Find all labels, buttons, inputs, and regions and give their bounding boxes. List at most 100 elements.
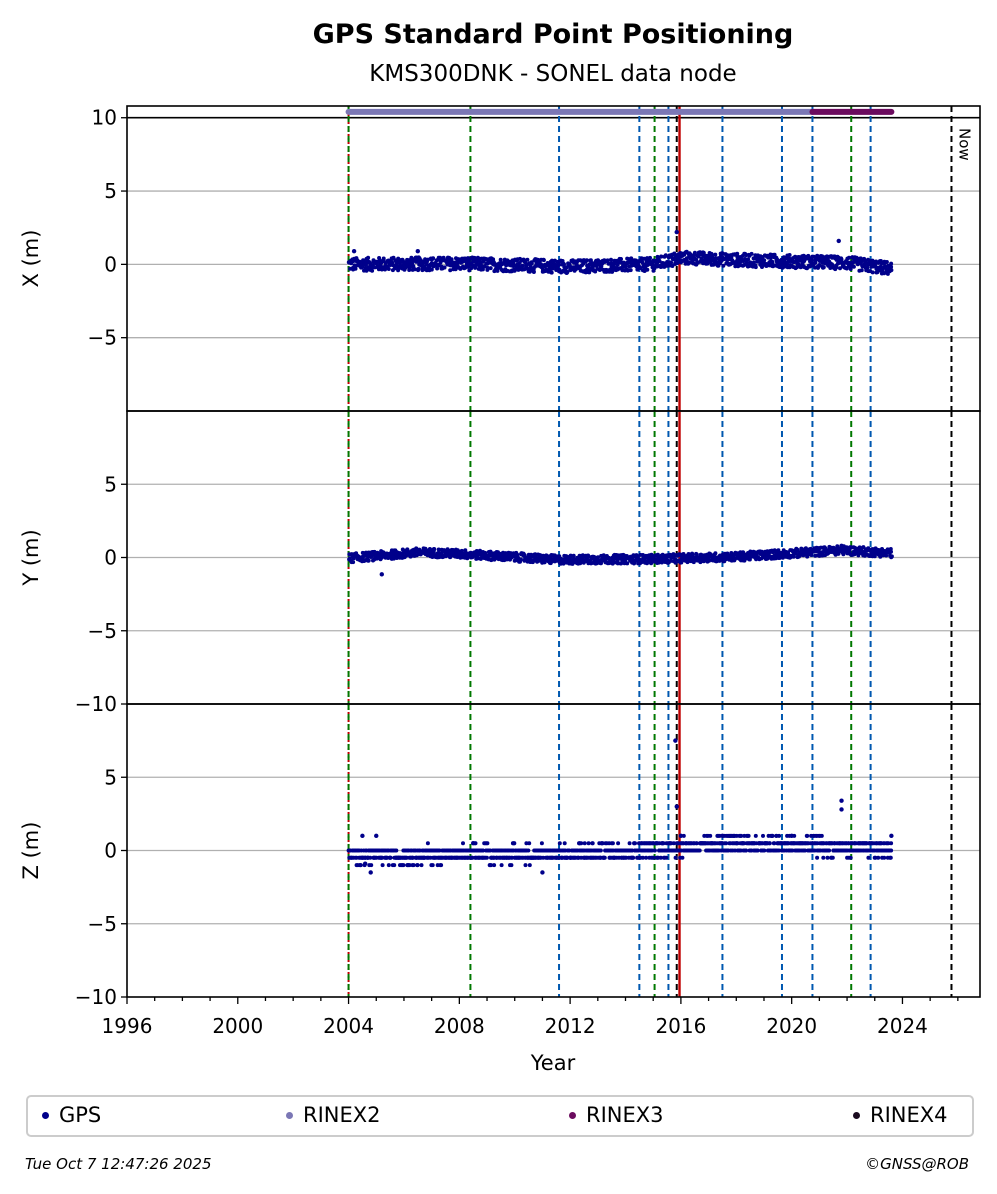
data-point: [706, 557, 711, 562]
data-point: [485, 841, 490, 846]
data-point: [364, 268, 369, 273]
data-point: [527, 863, 532, 868]
legend-item-rinex4: RINEX4: [853, 1103, 948, 1127]
data-point: [889, 264, 894, 269]
rinex2-marker-icon: [286, 1111, 293, 1119]
x-tick-label: 1996: [102, 1014, 153, 1038]
data-point: [888, 855, 893, 860]
data-point: [529, 261, 534, 266]
data-point: [562, 841, 567, 846]
data-point: [369, 863, 374, 868]
data-point: [478, 548, 482, 553]
data-point-outlier: [415, 248, 420, 254]
data-point-outlier: [379, 572, 384, 577]
data-point: [848, 267, 853, 271]
data-point-outlier: [374, 833, 379, 839]
data-point: [705, 261, 710, 266]
data-point: [488, 266, 493, 271]
panel-2: −5 0 5 −10 Y (m): [19, 410, 981, 716]
data-point: [453, 267, 458, 272]
data-point: [694, 552, 699, 557]
data-point: [777, 833, 782, 838]
data-point: [615, 561, 620, 566]
data-point: [351, 560, 356, 565]
series-gps: [346, 738, 894, 875]
y-axis-label: Y (m): [19, 529, 43, 586]
data-point: [442, 265, 447, 270]
data-point: [821, 265, 825, 270]
data-point: [485, 267, 490, 272]
data-point: [381, 256, 386, 261]
data-point: [411, 863, 416, 868]
data-point-outlier: [673, 738, 678, 743]
x-tick-label: 2000: [212, 1014, 263, 1038]
data-point-outlier: [720, 833, 725, 839]
rinex3-marker-icon: [569, 1111, 576, 1119]
data-point: [405, 548, 410, 553]
series-gps: [346, 229, 894, 276]
data-point: [366, 255, 371, 260]
x-axis: 1996 2000 2004 2008 2012 2016 2020 2024 Year: [102, 997, 959, 1075]
data-point: [492, 863, 497, 868]
data-point: [810, 258, 815, 263]
data-point-outlier: [836, 238, 841, 244]
data-point: [767, 841, 772, 846]
data-point: [366, 558, 371, 563]
data-point: [498, 257, 503, 262]
data-point: [825, 855, 830, 860]
data-point: [692, 250, 697, 255]
x-tick-label: 2020: [766, 1014, 817, 1038]
data-point: [557, 841, 562, 846]
data-point: [541, 258, 546, 263]
data-point: [368, 855, 373, 860]
data-point: [616, 841, 621, 846]
data-point: [549, 270, 554, 275]
data-point: [847, 255, 851, 260]
timestamp: Tue Oct 7 12:47:26 2025: [25, 1155, 212, 1173]
legend-label-rinex2: RINEX2: [303, 1103, 381, 1127]
data-point: [628, 268, 633, 273]
data-point: [592, 555, 597, 559]
now-label: Now: [955, 128, 973, 161]
y-tick-label: 0: [104, 252, 117, 276]
legend-item-rinex3: RINEX3: [569, 1103, 664, 1127]
data-point: [401, 863, 406, 868]
y-tick-label: 5: [104, 179, 117, 203]
data-point: [579, 841, 584, 846]
y-tick-label: 10: [92, 106, 117, 130]
y-tick-label: 0: [104, 546, 117, 570]
data-point: [480, 267, 485, 272]
data-point: [777, 555, 782, 560]
data-point: [429, 267, 434, 272]
data-point: [804, 833, 809, 838]
chart-title: GPS Standard Point Positioning: [313, 19, 794, 50]
data-point: [787, 253, 792, 257]
data-point: [859, 268, 864, 273]
data-point-outlier: [351, 248, 357, 254]
data-point: [479, 263, 483, 267]
data-point: [499, 863, 504, 868]
data-point: [386, 863, 391, 868]
data-point: [596, 555, 600, 560]
data-point: [386, 267, 391, 271]
data-point: [372, 550, 377, 554]
data-point: [526, 848, 531, 853]
data-point: [817, 263, 822, 267]
data-point: [753, 265, 758, 270]
data-point: [673, 855, 678, 860]
credit: ©GNSS@ROB: [865, 1155, 969, 1173]
data-point: [425, 841, 430, 846]
data-point-outlier: [362, 861, 368, 866]
data-point: [431, 256, 436, 261]
y-tick-label: −5: [88, 912, 117, 936]
data-point: [762, 258, 767, 263]
data-point: [670, 264, 675, 268]
legend-label-rinex3: RINEX3: [586, 1103, 664, 1127]
data-point: [746, 833, 751, 838]
data-point: [606, 555, 611, 560]
data-point: [407, 863, 412, 868]
data-point: [848, 855, 853, 860]
data-point: [525, 257, 530, 262]
data-point: [449, 257, 454, 262]
legend-item-rinex2: RINEX2: [286, 1103, 381, 1127]
